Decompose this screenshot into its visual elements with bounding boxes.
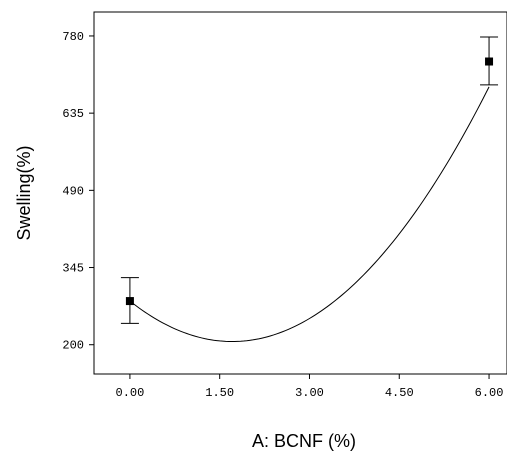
y-tick-label: 200 [62, 339, 84, 353]
y-tick-label: 490 [62, 184, 84, 198]
y-tick-label: 345 [62, 262, 84, 276]
x-tick-label: 3.00 [295, 386, 324, 400]
y-tick-label: 780 [62, 30, 84, 44]
y-tick-label: 635 [62, 107, 84, 121]
x-tick-label: 0.00 [116, 386, 145, 400]
y-axis-title: Swelling(%) [14, 145, 34, 240]
x-tick-label: 1.50 [205, 386, 234, 400]
x-axis-ticks: 0.00 1.50 3.00 4.50 6.00 [116, 374, 504, 400]
x-axis-title: A: BCNF (%) [252, 431, 356, 451]
plot-area-frame [93, 11, 507, 375]
y-axis-ticks: 200 345 490 635 780 [62, 30, 94, 353]
data-point-marker [125, 297, 134, 306]
x-tick-label: 4.50 [385, 386, 414, 400]
fit-curve [129, 86, 490, 343]
x-tick-label: 6.00 [475, 386, 504, 400]
data-point-marker [485, 57, 494, 66]
data-points [120, 36, 499, 324]
